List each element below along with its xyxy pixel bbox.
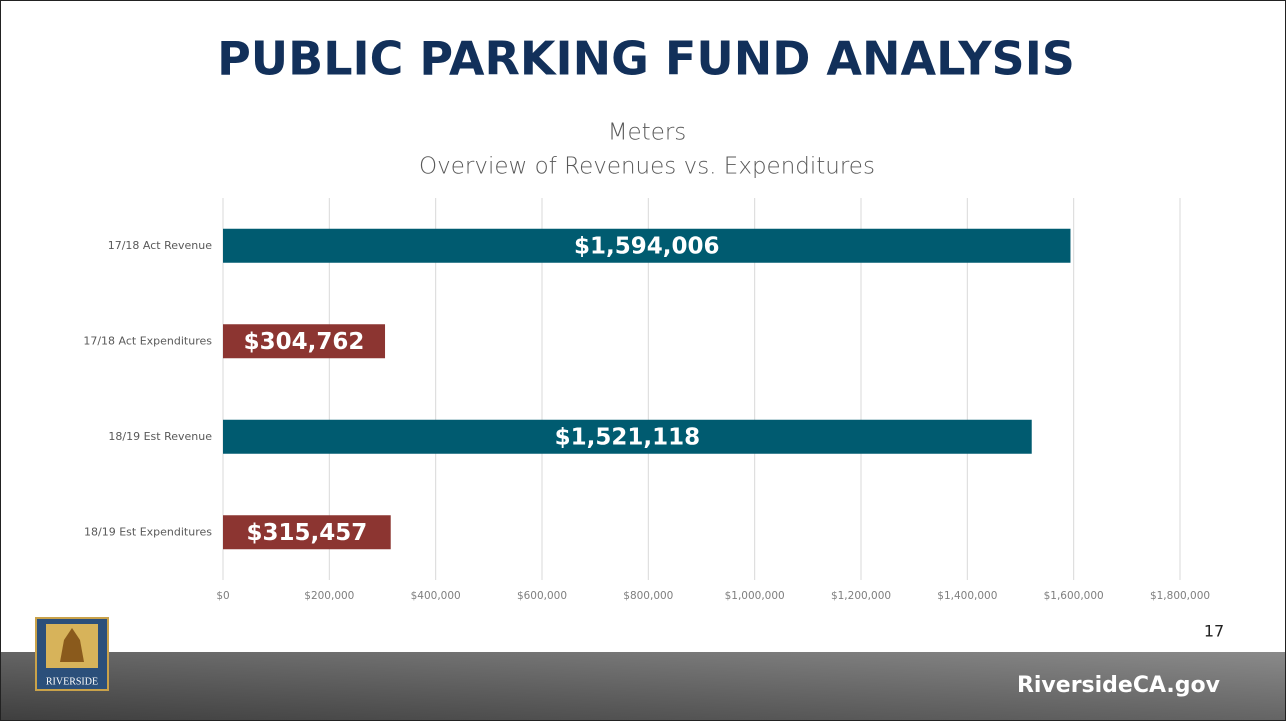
page-number: 17	[1204, 622, 1224, 641]
y-tick-label: 17/18 Act Revenue	[108, 239, 213, 252]
x-tick-label: $1,600,000	[1044, 590, 1104, 602]
x-tick-label: $1,200,000	[831, 590, 891, 602]
slide-title: PUBLIC PARKING FUND ANALYSIS	[217, 32, 1075, 86]
logo-text: RIVERSIDE	[46, 676, 98, 687]
footer-url: RiversideCA.gov	[1017, 673, 1221, 698]
bar-value-label: $304,762	[244, 329, 365, 355]
chart-subtitle: Overview of Revenues vs. Expenditures	[419, 154, 875, 180]
x-tick-label: $200,000	[304, 590, 354, 602]
footer-band	[1, 652, 1285, 720]
bar-value-label: $315,457	[246, 520, 367, 546]
bar	[223, 515, 391, 550]
x-tick-label: $800,000	[623, 590, 673, 602]
y-tick-label: 18/19 Est Revenue	[108, 430, 212, 443]
bar-value-label: $1,594,006	[574, 233, 720, 259]
bar	[223, 419, 1032, 454]
chart-title: Meters	[608, 120, 687, 146]
y-tick-label: 18/19 Est Expenditures	[84, 525, 212, 538]
x-tick-label: $0	[216, 590, 229, 602]
y-tick-label: 17/18 Act Expenditures	[83, 334, 212, 347]
bar-value-label: $1,521,118	[555, 424, 701, 450]
x-tick-label: $1,000,000	[725, 590, 785, 602]
logo: RIVERSIDE	[35, 617, 109, 691]
x-tick-label: $1,400,000	[937, 590, 997, 602]
x-tick-label: $600,000	[517, 590, 567, 602]
x-tick-label: $1,800,000	[1150, 590, 1210, 602]
bar	[223, 228, 1071, 263]
logo-bell	[60, 628, 84, 662]
bar	[223, 324, 386, 359]
x-tick-label: $400,000	[411, 590, 461, 602]
plot-area: $0 $200,000 $400,000 $600,000 $800,000 $1,000…	[83, 198, 1210, 602]
